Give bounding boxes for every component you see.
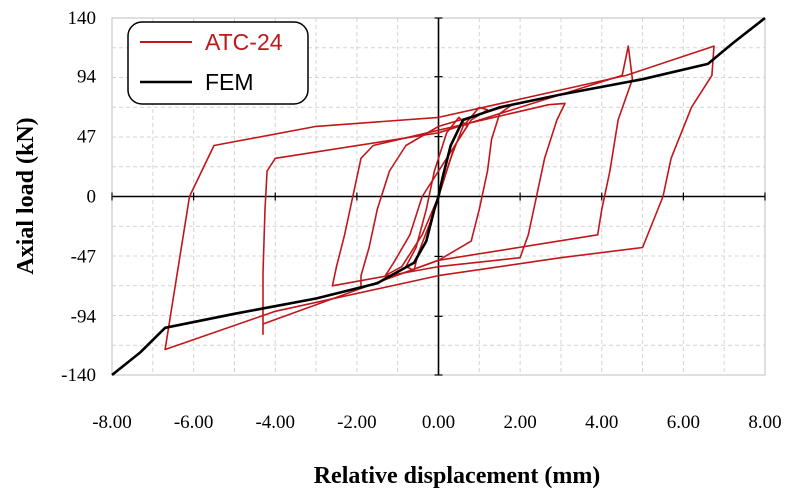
y-axis-title: Axial load (kN) — [13, 117, 39, 274]
x-tick-label: 6.00 — [667, 412, 700, 433]
tick-labels: -8.00 -6.00 -4.00 -2.00 0.00 2.00 4.00 6.00 8.00… — [61, 8, 781, 433]
x-tick-label: 4.00 — [585, 412, 618, 433]
x-tick-label: -2.00 — [337, 412, 377, 433]
x-axis-title: Relative displacement (mm) — [314, 463, 601, 489]
x-tick-label: -8.00 — [92, 412, 132, 433]
y-tick-label: 140 — [68, 8, 97, 29]
x-tick-label: 8.00 — [748, 412, 781, 433]
x-tick-label: -4.00 — [255, 412, 295, 433]
series-layer — [111, 16, 766, 377]
legend: ATC-24 FEM — [127, 21, 309, 105]
legend-label-fem: FEM — [205, 69, 254, 95]
y-tick-label: 0 — [87, 187, 97, 208]
y-tick-label: 94 — [77, 67, 97, 88]
atc24-loop — [331, 102, 566, 287]
x-tick-label: 2.00 — [504, 412, 537, 433]
atc24-loop — [164, 45, 715, 351]
y-tick-label: 47 — [77, 127, 96, 148]
y-tick-label: -94 — [71, 306, 97, 327]
atc24-loop — [262, 45, 634, 335]
x-tick-label: -6.00 — [174, 412, 214, 433]
y-tick-label: -47 — [71, 246, 96, 267]
legend-label-atc24: ATC-24 — [205, 29, 283, 55]
y-tick-label: -140 — [61, 365, 96, 386]
x-tick-label: 0.00 — [422, 412, 455, 433]
fem-line — [111, 16, 766, 377]
